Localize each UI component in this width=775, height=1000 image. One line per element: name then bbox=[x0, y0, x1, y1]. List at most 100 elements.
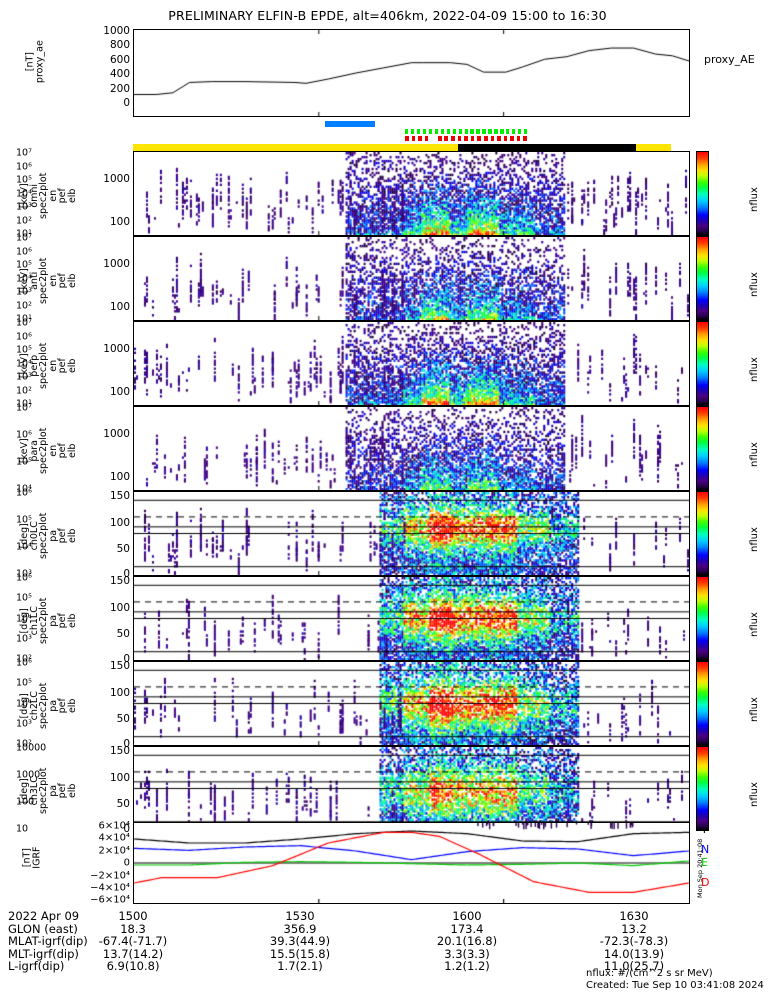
colorbar-tick: 10² bbox=[16, 385, 32, 396]
marker-tick bbox=[428, 129, 433, 134]
colorbar-tick: 10⁷ bbox=[16, 402, 32, 414]
marker-tick bbox=[488, 129, 492, 134]
colorbar-tick: 10⁵ bbox=[16, 456, 32, 468]
colorbar-tick: 10⁶ bbox=[16, 657, 32, 669]
xaxis-value: 6.9(10.8) bbox=[106, 959, 160, 974]
xaxis-value: 14.0(13.9) bbox=[603, 946, 665, 961]
colorbar-tick: 10² bbox=[16, 738, 32, 750]
xaxis-value: 1500 bbox=[118, 909, 148, 923]
colorbar-tick: 10⁵ bbox=[16, 344, 32, 356]
marker-tick bbox=[516, 136, 521, 141]
panel-igrf-ytick: −4×10⁴ bbox=[90, 882, 130, 894]
state-bar-black bbox=[458, 144, 636, 151]
panel-proxy-ae-ylabel: [nT] proxy_ae bbox=[24, 40, 45, 84]
colorbar-tick: 10⁶ bbox=[16, 572, 32, 584]
xaxis-value: 13.2 bbox=[621, 921, 647, 936]
colorbar-tick: 10⁶ bbox=[16, 331, 32, 342]
panel-pa-ch1lc-ytick: 150 bbox=[109, 575, 130, 587]
colorbar-tick: 10⁵ bbox=[16, 592, 32, 604]
marker-tick bbox=[476, 129, 480, 134]
colorbar-tick: 10⁴ bbox=[16, 698, 32, 709]
colorbar-tick: 10⁵ bbox=[16, 174, 32, 186]
marker-tick bbox=[452, 129, 456, 134]
xaxis-row-label: MLAT-igrf(dip) bbox=[8, 934, 88, 949]
colorbar-tick: 10⁴ bbox=[16, 613, 32, 624]
marker-green-row bbox=[405, 129, 530, 134]
colorbar-en_anti bbox=[696, 236, 709, 321]
colorbar-tick: 10³ bbox=[16, 201, 32, 213]
panel-en-para bbox=[133, 406, 690, 491]
panel-en-perp-ytick: 1000 bbox=[103, 343, 130, 355]
legend-igrf-e: E bbox=[701, 856, 708, 869]
colorbar-label: nflux bbox=[748, 186, 760, 212]
colorbar-label: nflux bbox=[748, 526, 760, 552]
colorbar-tick: 10⁴ bbox=[16, 541, 32, 553]
xaxis-row-label: GLON (east) bbox=[8, 921, 78, 936]
marker-tick bbox=[431, 136, 435, 141]
panel-igrf bbox=[133, 822, 690, 904]
marker-tick bbox=[482, 129, 486, 134]
panel-pa-ch3lc-ytick: 150 bbox=[109, 745, 130, 757]
colorbar-tick: 10⁷ bbox=[16, 232, 32, 244]
colorbar-label: nflux bbox=[748, 441, 760, 467]
colorbar-tick: 100 bbox=[16, 796, 35, 808]
colorbar-label: nflux bbox=[748, 781, 760, 807]
panel-pa-ch1lc-ytick: 50 bbox=[116, 628, 130, 640]
panel-pa-ch3lc-ytick: 100 bbox=[109, 772, 130, 784]
panel-en-omni bbox=[133, 151, 690, 236]
panel-igrf-ytick: −2×10⁴ bbox=[90, 870, 130, 882]
footer-created: Created: Tue Sep 10 03:41:08 2024 bbox=[586, 980, 764, 991]
colorbar-tick: 10⁴ bbox=[16, 483, 32, 495]
panel-en-para-ytick: 1000 bbox=[103, 428, 130, 440]
colorbar-label: nflux bbox=[748, 696, 760, 722]
marker-tick bbox=[506, 129, 510, 134]
colorbar-pa_ch2LC bbox=[696, 661, 709, 746]
panel-igrf-ytick: 6×10⁴ bbox=[98, 820, 130, 832]
xaxis-row-label: 2022 Apr 09 bbox=[8, 909, 80, 923]
marker-tick bbox=[470, 129, 474, 134]
xaxis-value: 1.7(2.1) bbox=[277, 959, 323, 974]
marker-tick bbox=[483, 136, 488, 141]
panel-pa-ch3lc-ytick: 0 bbox=[123, 823, 130, 835]
panel-igrf-ytick: 4×10⁴ bbox=[98, 832, 130, 844]
marker-tick bbox=[416, 129, 421, 134]
colorbar-pa_ch3LC bbox=[696, 746, 709, 831]
panel-igrf-ytick: −6×10⁴ bbox=[90, 894, 130, 906]
colorbar-tick: 10⁵ bbox=[16, 259, 32, 271]
colorbar-tick: 10⁷ bbox=[16, 147, 32, 159]
xaxis-value: 15.5(15.8) bbox=[269, 946, 331, 961]
xaxis-row-label: L-igrf(dip) bbox=[8, 959, 65, 974]
panel-igrf-ytick: 0 bbox=[123, 857, 130, 869]
xaxis-value: 1530 bbox=[285, 909, 315, 923]
colorbar-tick: 10⁵ bbox=[16, 514, 32, 526]
panel-pa-ch1lc-ytick: 0 bbox=[123, 653, 130, 665]
panel-pa-ch3lc-ytick: 50 bbox=[116, 798, 130, 810]
panel-proxy-ae bbox=[133, 29, 690, 117]
marker-tick bbox=[422, 129, 427, 134]
marker-tick bbox=[512, 129, 516, 134]
colorbar-tick: 10⁷ bbox=[16, 317, 32, 329]
colorbar-label: nflux bbox=[748, 611, 760, 637]
xaxis-value: 13.7(14.2) bbox=[102, 946, 164, 961]
panel-pa-ch0lc bbox=[133, 491, 690, 576]
marker-tick bbox=[437, 136, 442, 141]
panel-en-anti-ytick: 1000 bbox=[103, 258, 130, 270]
colorbar-pa_ch0LC bbox=[696, 491, 709, 576]
xaxis-value: -72.3(-78.3) bbox=[599, 934, 669, 949]
marker-tick bbox=[405, 136, 409, 141]
footer-units: nflux: #/(cm^2 s sr MeV) bbox=[586, 968, 713, 979]
panel-pa-ch1lc bbox=[133, 576, 690, 661]
marker-tick bbox=[405, 129, 409, 134]
state-bar-yellow bbox=[133, 144, 671, 151]
panel-pa-ch2lc-ytick: 150 bbox=[109, 660, 130, 672]
colorbar-tick: 10² bbox=[16, 653, 32, 665]
marker-tick bbox=[444, 136, 449, 141]
marker-tick bbox=[524, 129, 528, 134]
marker-tick bbox=[523, 136, 528, 141]
panel-en-anti-ytick: 100 bbox=[109, 301, 130, 313]
panel-pa-ch1lc-ytick: 100 bbox=[109, 602, 130, 614]
xaxis-value: 11.0(25.7) bbox=[603, 959, 665, 974]
xaxis-value: 3.3(3.3) bbox=[444, 946, 490, 961]
colorbar-tick: 1000 bbox=[16, 769, 41, 781]
marker-tick bbox=[440, 129, 444, 134]
